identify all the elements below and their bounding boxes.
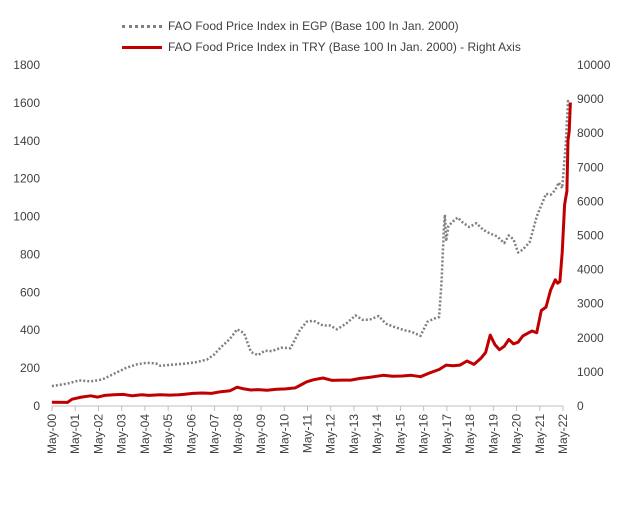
x-tick-label: May-20 — [510, 414, 524, 454]
x-tick-label: May-10 — [277, 414, 291, 454]
legend-swatch-egp — [122, 25, 162, 28]
x-tick-label: May-17 — [440, 414, 454, 454]
x-tick-label: May-01 — [68, 414, 82, 454]
x-tick-label: May-13 — [347, 414, 361, 454]
x-tick-label: May-08 — [231, 414, 245, 454]
series-line-try — [51, 102, 572, 404]
x-tick-label: May-22 — [556, 414, 570, 454]
y-right-tick-label: 1000 — [577, 365, 604, 379]
x-tick-label: May-19 — [486, 414, 500, 454]
legend-label-egp: FAO Food Price Index in EGP (Base 100 In… — [168, 19, 459, 33]
y-left-tick-label: 200 — [20, 361, 40, 375]
x-tick-label: May-12 — [324, 414, 338, 454]
y-right-tick-label: 7000 — [577, 160, 604, 174]
legend-item-egp: FAO Food Price Index in EGP (Base 100 In… — [122, 16, 521, 37]
y-left-tick-label: 1600 — [13, 96, 40, 110]
chart-legend: FAO Food Price Index in EGP (Base 100 In… — [122, 16, 521, 58]
chart-series — [51, 99, 572, 404]
y-right-tick-label: 2000 — [577, 331, 604, 345]
x-tick-label: May-18 — [463, 414, 477, 454]
x-tick-label: May-07 — [208, 414, 222, 454]
y-left-tick-label: 600 — [20, 285, 40, 299]
y-right-tick-label: 3000 — [577, 297, 604, 311]
y-right-tick-label: 9000 — [577, 92, 604, 106]
x-tick-label: May-06 — [184, 414, 198, 454]
legend-label-try: FAO Food Price Index in TRY (Base 100 In… — [168, 40, 521, 54]
y-left-tick-label: 400 — [20, 323, 40, 337]
x-tick-label: May-04 — [138, 414, 152, 454]
legend-item-try: FAO Food Price Index in TRY (Base 100 In… — [122, 37, 521, 58]
x-tick-label: May-05 — [161, 414, 175, 454]
y-left-tick-label: 0 — [33, 399, 40, 413]
x-tick-label: May-09 — [254, 414, 268, 454]
chart-axes: 0 200 400 600 800 1000 1200 1400 1600 1800 0 1000 20… — [13, 58, 610, 454]
y-right-tick-label: 10000 — [577, 58, 611, 72]
x-tick-label: May-21 — [533, 414, 547, 454]
y-left-tick-label: 1800 — [13, 58, 40, 72]
y-left-tick-label: 1400 — [13, 134, 40, 148]
x-tick-label: May-00 — [45, 414, 59, 454]
y-left-tick-label: 800 — [20, 247, 40, 261]
x-tick-label: May-15 — [393, 414, 407, 454]
x-tick-label: May-14 — [370, 414, 384, 454]
legend-swatch-try — [122, 46, 162, 49]
series-line-egp — [51, 99, 571, 388]
y-right-tick-label: 4000 — [577, 263, 604, 277]
y-left-tick-label: 1200 — [13, 172, 40, 186]
x-tick-label: May-02 — [91, 414, 105, 454]
y-left-tick-label: 1000 — [13, 210, 40, 224]
y-right-tick-label: 0 — [577, 399, 584, 413]
y-right-tick-label: 8000 — [577, 126, 604, 140]
x-tick-label: May-03 — [115, 414, 129, 454]
x-tick-label: May-11 — [301, 414, 315, 453]
x-tick-label: May-16 — [417, 414, 431, 454]
y-right-tick-label: 5000 — [577, 229, 604, 243]
y-right-tick-label: 6000 — [577, 194, 604, 208]
